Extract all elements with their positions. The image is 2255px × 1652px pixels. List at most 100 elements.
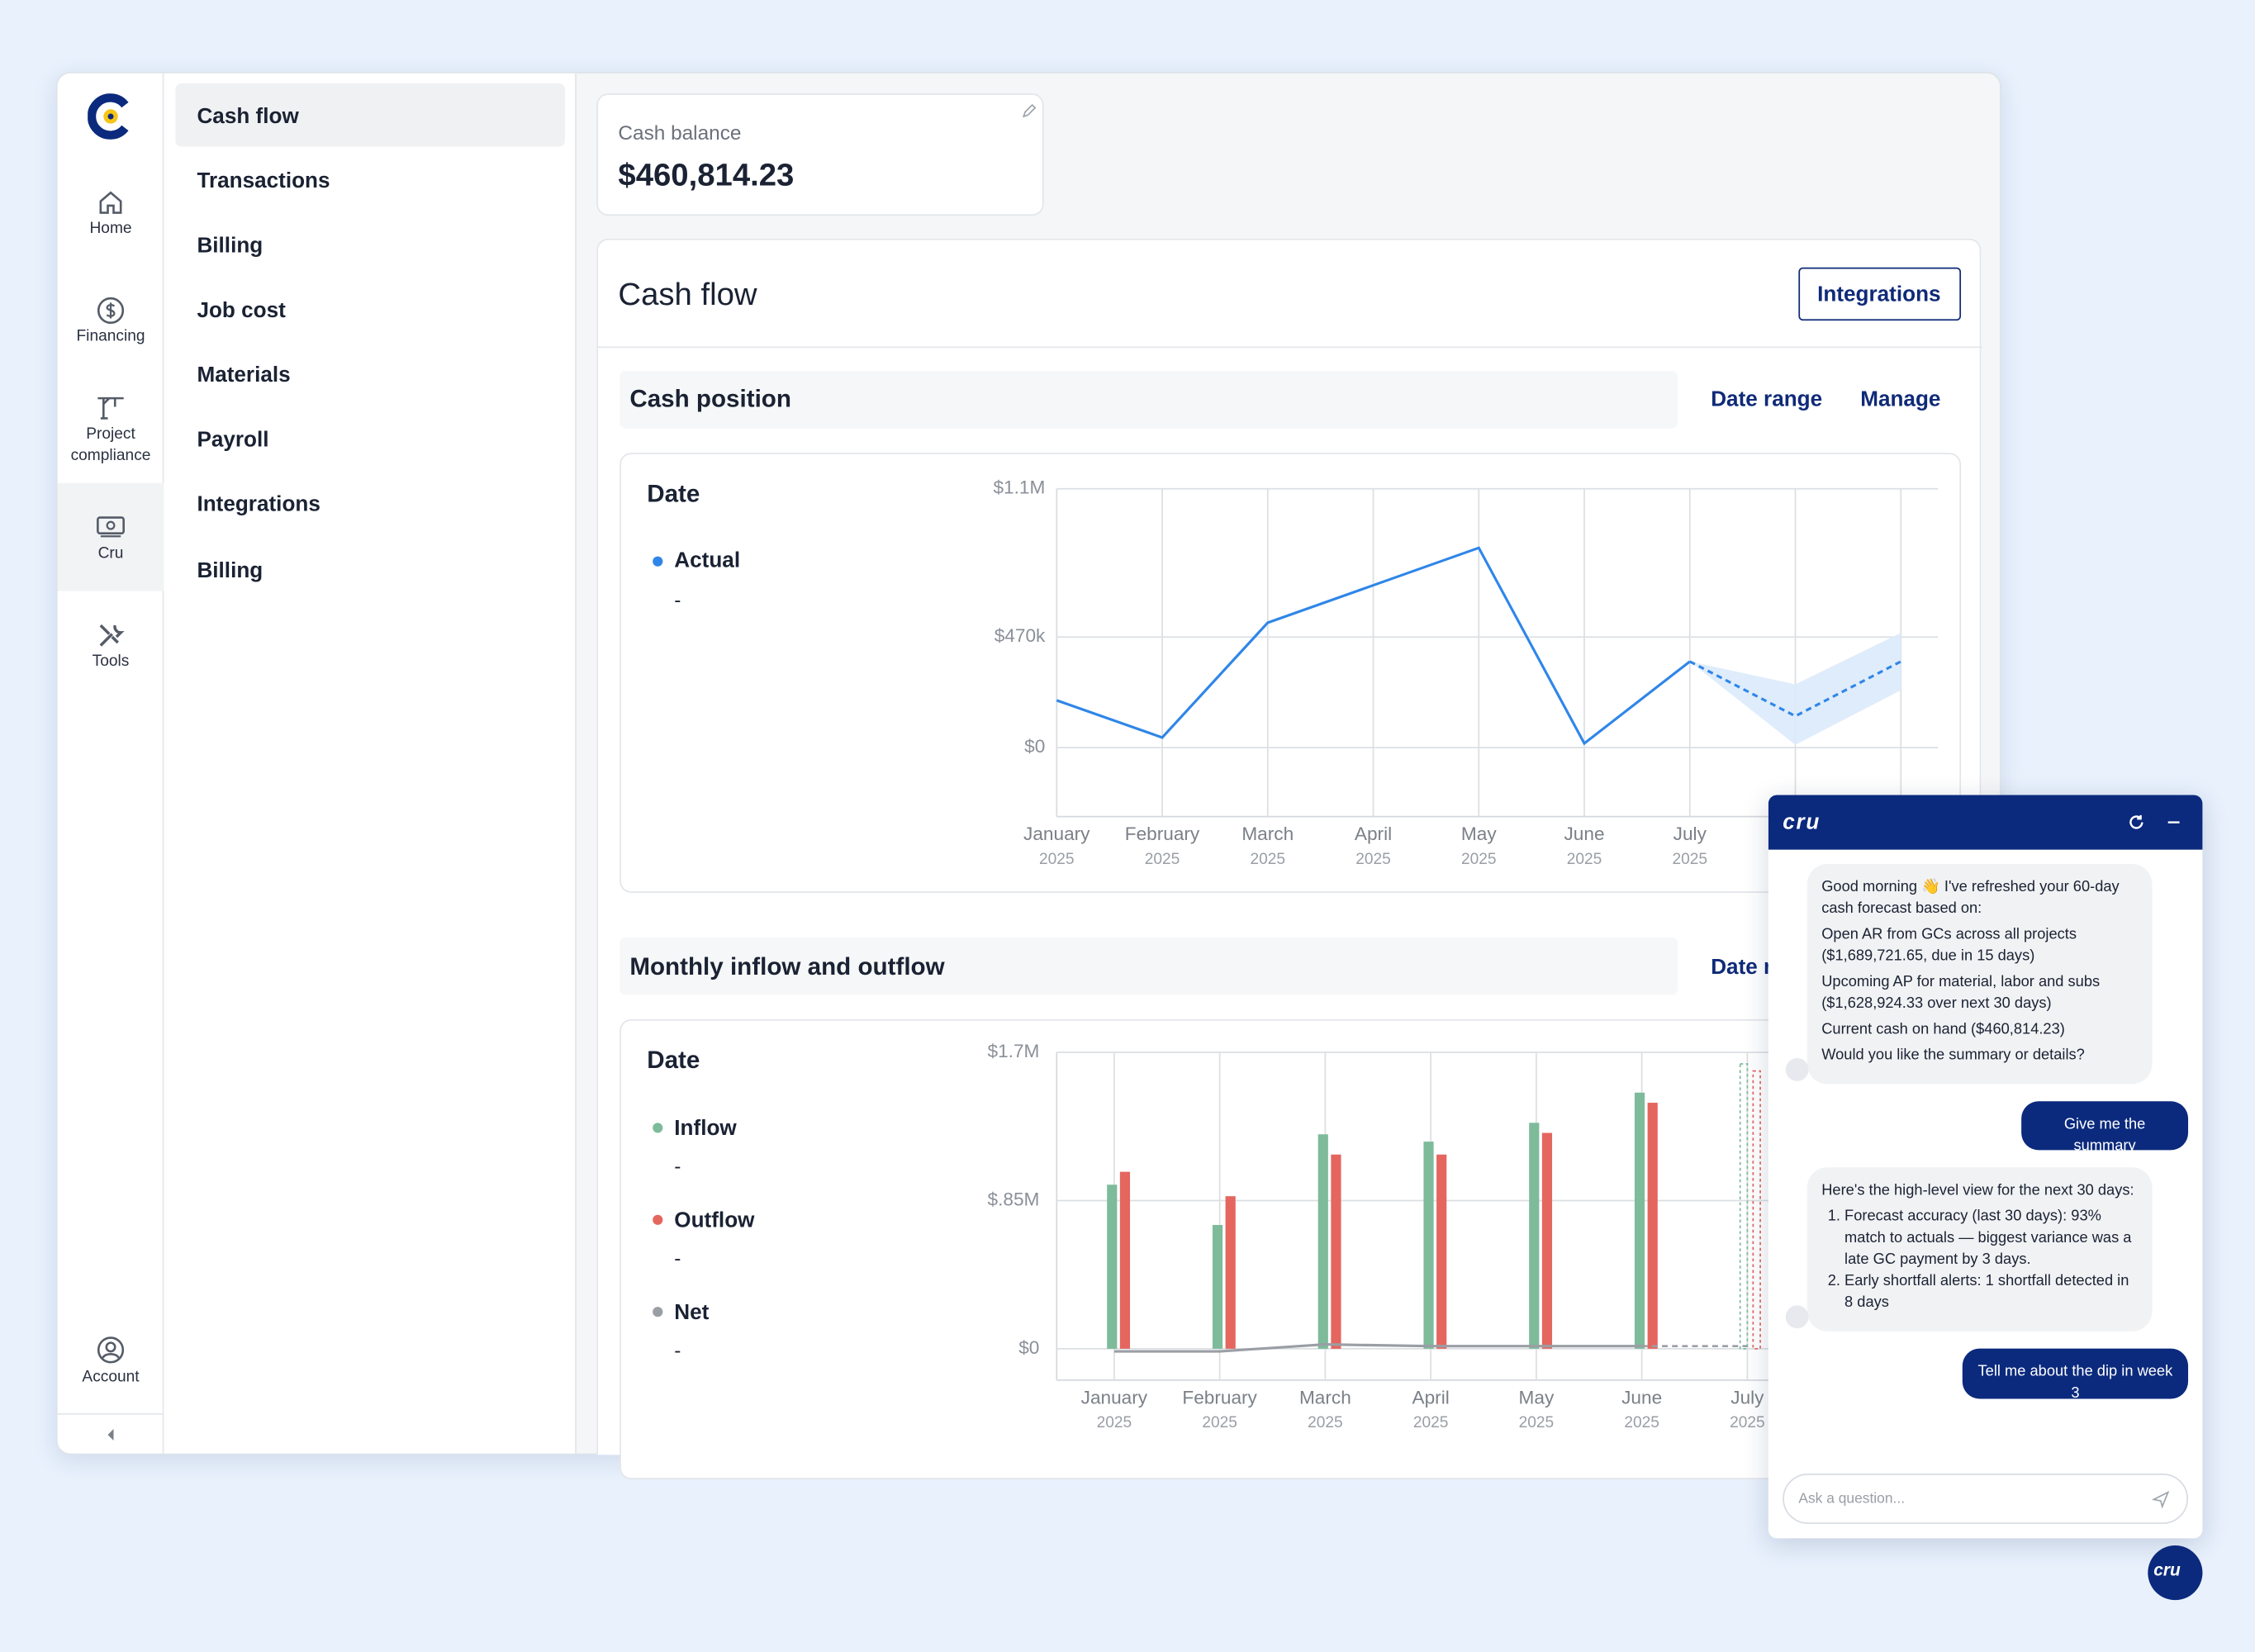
nav-item[interactable]: Cash flow — [197, 104, 299, 129]
nav-item[interactable]: Job cost — [197, 298, 286, 323]
message-line: Tell me about the dip in week 3 — [1977, 1362, 2173, 1402]
message-list: Forecast accuracy (last 30 days): 93% ma… — [1821, 1206, 2138, 1314]
legend-title: Date — [647, 1047, 700, 1075]
cash-balance-label: Cash balance — [618, 121, 742, 145]
x-tick-label: July — [1730, 1387, 1764, 1408]
bar — [1107, 1184, 1118, 1349]
nav-item[interactable]: Billing — [197, 233, 263, 259]
x-tick-year: 2025 — [1567, 851, 1602, 868]
x-tick-label: January — [1023, 824, 1090, 844]
list-item: Forecast accuracy (last 30 days): 93% ma… — [1844, 1206, 2138, 1270]
cru-icon[interactable] — [95, 513, 126, 539]
y-tick-label: $1.7M — [988, 1041, 1040, 1061]
divider — [598, 346, 1983, 349]
financing-icon[interactable] — [97, 297, 126, 325]
icon-rail: Home Financing Project compliance Cru To… — [57, 73, 164, 1454]
x-tick-year: 2025 — [1250, 851, 1285, 868]
x-tick-label: May — [1519, 1387, 1555, 1408]
bar — [1331, 1154, 1341, 1349]
collapse-button[interactable] — [105, 1427, 116, 1441]
x-tick-label: May — [1461, 824, 1497, 844]
x-tick-year: 2025 — [1730, 1414, 1765, 1431]
legend-dot — [653, 556, 663, 567]
nav-item[interactable]: Transactions — [197, 169, 330, 194]
legend-value: - — [674, 1246, 681, 1270]
x-tick-year: 2025 — [1461, 851, 1497, 868]
link[interactable]: Manage — [1860, 387, 1941, 412]
forecast-bar — [1739, 1063, 1749, 1350]
bar — [1423, 1142, 1434, 1349]
x-tick-label: February — [1182, 1387, 1257, 1408]
rail-label[interactable]: Project compliance — [58, 424, 164, 467]
launcher-brand: cru — [2153, 1559, 2181, 1580]
nav-item[interactable]: Integrations — [197, 492, 320, 517]
legend-value: - — [674, 1338, 681, 1362]
x-tick-label: April — [1412, 1387, 1450, 1408]
nav-item[interactable]: Billing — [197, 558, 263, 583]
x-tick-year: 2025 — [1145, 851, 1180, 868]
legend-label[interactable]: Inflow — [674, 1116, 737, 1142]
net-line — [1113, 1343, 1642, 1353]
bar — [1634, 1092, 1645, 1349]
refresh-button[interactable] — [2128, 814, 2145, 831]
nav-item[interactable]: Payroll — [197, 427, 269, 453]
y-tick-label: $0 — [1024, 736, 1045, 757]
x-tick-year: 2025 — [1308, 1414, 1343, 1431]
rail-label[interactable]: Home — [89, 220, 132, 238]
compliance-icon[interactable] — [95, 392, 126, 421]
link[interactable]: Date range — [1711, 387, 1823, 412]
panel-title: Cash flow — [618, 276, 757, 312]
legend-label[interactable]: Net — [674, 1300, 710, 1325]
nav-panel: Cash flow Transactions Billing Job cost … — [164, 73, 577, 1454]
nav-selected — [175, 83, 566, 147]
section-title: Monthly inflow and outflow — [629, 952, 945, 981]
message-line: Open AR from GCs across all projects ($1… — [1821, 925, 2077, 965]
x-tick-year: 2025 — [1355, 851, 1391, 868]
home-icon[interactable] — [97, 190, 123, 216]
button-label: Integrations — [1817, 282, 1941, 307]
logo[interactable] — [88, 93, 134, 140]
edit-icon[interactable] — [1021, 102, 1038, 120]
message-line: Would you like the summary or details? — [1821, 1047, 2085, 1064]
forecast-bar — [1752, 1070, 1761, 1350]
tools-icon[interactable] — [97, 621, 126, 650]
chat-launcher[interactable]: cru — [2148, 1545, 2203, 1601]
rail-label[interactable]: Account — [82, 1368, 140, 1386]
message-line: Good morning 👋 I've refreshed your 60-da… — [1821, 878, 2120, 918]
list-item: Early shortfall alerts: 1 shortfall dete… — [1844, 1271, 2138, 1314]
send-button[interactable] — [2152, 1490, 2170, 1508]
bot-message: Here's the high-level view for the next … — [1806, 1167, 2153, 1332]
user-message: Tell me about the dip in week 3 — [1962, 1348, 2189, 1402]
y-tick-label: $0 — [1018, 1337, 1039, 1358]
cash-balance-amount: $460,814.23 — [618, 156, 795, 193]
bot-avatar — [1785, 1305, 1809, 1329]
legend-label[interactable]: Outflow — [674, 1208, 755, 1233]
section-header: Monthly inflow and outflow — [620, 937, 1678, 995]
chat-input[interactable]: Ask a question... — [1783, 1474, 2189, 1524]
x-tick-year: 2025 — [1039, 851, 1075, 868]
minimize-button[interactable] — [2165, 814, 2182, 831]
x-tick-year: 2025 — [1673, 851, 1708, 868]
account-icon[interactable] — [97, 1336, 126, 1365]
bar — [1212, 1225, 1223, 1349]
bar — [1529, 1123, 1540, 1349]
y-tick-label: $1.1M — [993, 477, 1045, 498]
legend-label[interactable]: Actual — [674, 548, 741, 573]
forecast-band — [1689, 633, 1901, 745]
rail-label[interactable]: Tools — [92, 653, 130, 671]
message-line: Give me the summary — [2063, 1115, 2146, 1155]
bot-avatar — [1785, 1058, 1809, 1081]
rail-label[interactable]: Cru — [97, 544, 124, 563]
bar — [1225, 1196, 1236, 1349]
bar — [1119, 1171, 1131, 1349]
message-line: Current cash on hand ($460,814.23) — [1821, 1020, 2065, 1038]
message-line: Upcoming AP for material, labor and subs… — [1821, 973, 2101, 1013]
legend-dot — [653, 1123, 663, 1133]
integrations-button[interactable]: Integrations — [1798, 267, 1962, 321]
message-line: Here's the high-level view for the next … — [1821, 1181, 2134, 1199]
rail-label[interactable]: Financing — [76, 327, 145, 345]
x-tick-label: January — [1081, 1387, 1148, 1408]
nav-item[interactable]: Materials — [197, 363, 291, 388]
